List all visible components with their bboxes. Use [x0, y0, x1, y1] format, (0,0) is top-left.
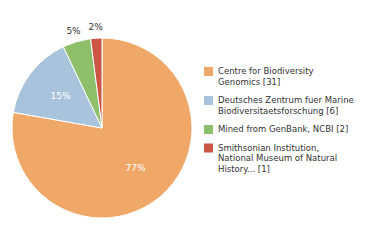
pie-slices: [12, 38, 192, 218]
chart-container: 77% 15% 5% 2% Centre for BiodiversityGenomic…: [0, 0, 380, 240]
pie-slice: [63, 39, 102, 128]
legend-label: Mined from GenBank, NCBI [2]: [218, 124, 348, 134]
legend-label: Smithsonian Institution,National Museum …: [218, 143, 337, 174]
legend-swatch: [204, 125, 213, 134]
legend-swatch: [204, 67, 213, 76]
legend-swatch: [204, 144, 213, 153]
chart: 77% 15% 5% 2% Centre for BiodiversityGenomic…: [0, 0, 380, 240]
data-label: 2%: [88, 22, 103, 32]
data-label: 77%: [126, 163, 146, 173]
legend-swatch: [204, 96, 213, 105]
data-label: 15%: [50, 91, 70, 101]
data-labels: 77% 15% 5% 2%: [50, 22, 146, 173]
pie-slice: [12, 38, 192, 218]
pie-slice: [91, 38, 102, 128]
legend-label: Deutsches Zentrum fuer MarineBiodiversit…: [218, 95, 354, 116]
legend-label: Centre for BiodiversityGenomics [31]: [218, 66, 314, 87]
data-label: 5%: [66, 26, 81, 36]
legend: Centre for BiodiversityGenomics [31] Deut…: [204, 66, 354, 174]
